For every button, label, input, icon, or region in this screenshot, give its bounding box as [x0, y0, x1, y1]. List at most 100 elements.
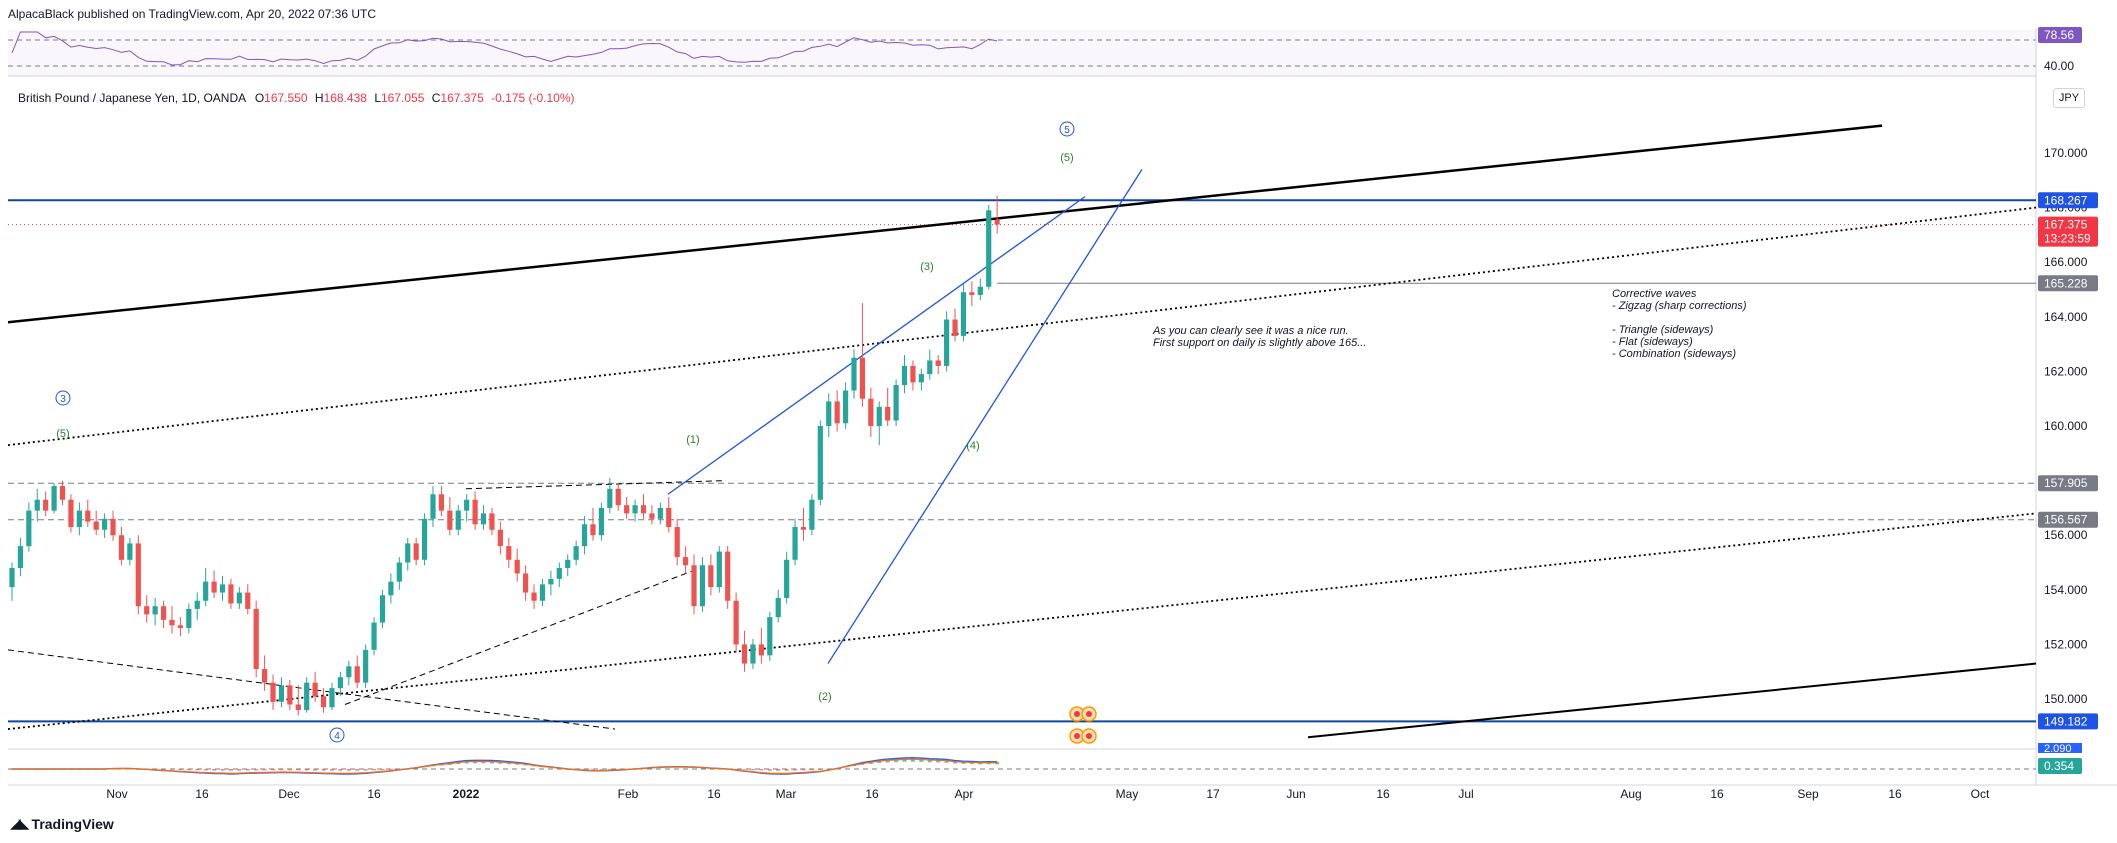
tradingview-logo[interactable]: ◢◣ TradingView: [10, 815, 114, 832]
dashed-top: [465, 480, 727, 490]
time-tick-label: Jul: [1458, 787, 1473, 801]
run-note-text: As you can clearly see it was a nice run…: [1152, 325, 1349, 337]
candle-body: [329, 688, 335, 708]
price-label-text: 165.228: [2044, 276, 2088, 290]
currency-button[interactable]: JPY: [2053, 88, 2085, 108]
candle-body: [960, 292, 967, 336]
candle-body: [278, 685, 285, 702]
time-tick-label: Jun: [1286, 787, 1305, 801]
macd-histogram-bar: [759, 769, 764, 771]
rsi-band: [8, 30, 2036, 76]
wave-label-green: (5): [1060, 152, 1073, 164]
candle-body: [236, 592, 242, 604]
candle-body: [455, 510, 461, 530]
price-tick-label: 154.000: [2044, 583, 2088, 597]
macd-histogram-bar: [161, 769, 166, 770]
candle-body: [34, 499, 40, 511]
candle-body: [430, 494, 436, 519]
wave-circle: [55, 390, 71, 406]
candle-body: [110, 518, 116, 536]
candle-body: [211, 581, 217, 593]
candle-body: [809, 499, 815, 530]
macd-histogram-bar: [228, 769, 233, 771]
macd-histogram-bar: [372, 769, 377, 771]
candle-body: [177, 625, 183, 629]
ohlc-close: 167.375: [440, 91, 484, 105]
corrective-note-text: - Triangle (sideways): [1612, 324, 1714, 336]
wave-circle: [329, 727, 345, 743]
price-tick-label: 156.000: [2044, 528, 2088, 542]
macd-hist-label: 0.354: [2044, 759, 2074, 773]
candle-body: [624, 505, 630, 514]
macd-histogram-bar: [776, 769, 781, 771]
candle-body: [320, 696, 327, 708]
candle-body: [135, 543, 141, 607]
candle-body: [893, 385, 899, 421]
price-label-box: [2038, 475, 2098, 492]
candle-body: [775, 598, 781, 618]
macd-signal-line: [12, 758, 998, 775]
candle-body: [851, 357, 857, 391]
ohlc-low: 167.055: [381, 91, 425, 105]
wave-circle: [1059, 121, 1075, 137]
candle-body: [228, 584, 234, 604]
candle-body: [447, 510, 453, 530]
corrective-note-text: - Zigzag (sharp corrections): [1612, 300, 1747, 312]
ohlc-high-label: H: [314, 91, 324, 105]
candle-body: [472, 499, 478, 525]
candle-body: [312, 682, 318, 697]
candle-body: [741, 644, 748, 664]
candle-body: [598, 507, 604, 536]
dashed-ascending: [344, 567, 701, 705]
candle-body: [245, 592, 251, 609]
publisher-note: AlpacaBlack published on TradingView.com…: [8, 7, 377, 21]
wave-label-green: (1): [686, 434, 699, 446]
price-label-countdown: 13:23:59: [2044, 232, 2091, 246]
candle-body: [304, 682, 310, 710]
candle-body: [944, 319, 950, 366]
candle-body: [683, 557, 689, 566]
macd-histogram-bar: [178, 769, 183, 770]
price-tick-label: 150.000: [2044, 692, 2088, 706]
price-label-text: 168.267: [2044, 193, 2088, 207]
candle-body: [506, 546, 512, 560]
event-icon-dot: [1086, 711, 1092, 717]
price-tick-label: 170.000: [2044, 146, 2088, 160]
candle-body: [26, 510, 32, 547]
macd-histogram-bar: [784, 769, 789, 771]
candle-body: [859, 357, 866, 399]
macd-histogram-bar: [313, 769, 318, 771]
candle-body: [615, 488, 621, 506]
tradingview-icon: ◢◣: [10, 815, 29, 831]
macd-histogram-bar: [220, 769, 225, 771]
candle-body: [337, 677, 343, 689]
candle-body: [573, 546, 579, 560]
macd-histogram-bar: [321, 769, 326, 771]
time-tick-label: Oct: [1971, 787, 1990, 801]
price-label-box: [2038, 216, 2098, 247]
candle-body: [93, 521, 99, 530]
candle-body: [910, 365, 916, 383]
candle-body: [270, 682, 276, 702]
price-tick-label: 152.000: [2044, 637, 2088, 651]
candle-body: [59, 486, 66, 500]
candle-body: [885, 406, 891, 421]
channel-dotted-lower: [7, 512, 2037, 730]
macd-histogram-bar: [237, 769, 242, 771]
wave-label-blue: 3: [60, 394, 66, 405]
macd-histogram-bar: [186, 769, 191, 771]
candle-body: [152, 606, 158, 615]
candle-body: [160, 606, 167, 620]
candle-body: [725, 551, 731, 601]
candle-body: [649, 513, 655, 519]
macd-histogram-bar: [750, 769, 755, 771]
candle-body: [421, 518, 428, 560]
macd-histogram-bar: [793, 769, 798, 771]
candle-body: [68, 499, 74, 528]
candle-body: [876, 406, 882, 426]
time-tick-label: Aug: [1620, 787, 1641, 801]
macd-histogram-bar: [287, 769, 292, 771]
candle-body: [800, 527, 807, 530]
rsi-value-label: 78.56: [2044, 28, 2074, 42]
